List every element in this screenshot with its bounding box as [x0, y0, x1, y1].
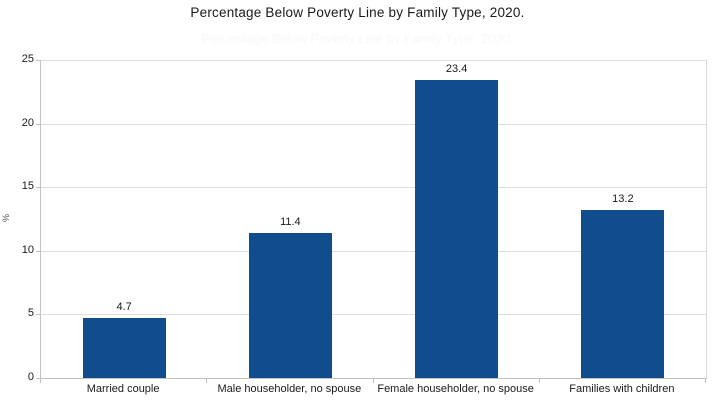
y-axis-tick — [36, 60, 40, 61]
gridline — [41, 123, 706, 125]
y-tick-label: 25 — [21, 53, 34, 65]
y-tick-label: 5 — [27, 307, 34, 320]
x-axis-tick — [372, 379, 374, 383]
bar-slot: 11.4 — [207, 60, 373, 378]
gridline — [41, 60, 706, 61]
plot-area: 4.7 11.4 23.4 13.2 — [40, 60, 707, 379]
y-tick-label: 15 — [21, 180, 34, 193]
y-axis-tick — [36, 314, 40, 316]
x-category-label: Families with children — [569, 383, 675, 395]
gridline — [41, 187, 706, 189]
y-axis-title: % — [1, 214, 11, 223]
x-axis-tick — [40, 379, 41, 383]
gridline — [41, 250, 706, 252]
bar-value-label: 4.7 — [116, 301, 132, 314]
x-category-label: Married couple — [86, 383, 160, 395]
bar-value-label: 11.4 — [280, 215, 301, 228]
x-category-label: Female householder, no spouse — [377, 383, 534, 395]
bar — [248, 233, 332, 378]
bar-slot: 13.2 — [540, 60, 706, 378]
bar-value-label: 23.4 — [445, 63, 468, 76]
ghost-title-artifact: Percentage Below Poverty Line by Family … — [0, 31, 715, 46]
y-tick-label: 10 — [21, 243, 34, 256]
x-category-label: Male householder, no spouse — [217, 383, 362, 395]
y-axis-tick — [36, 187, 40, 189]
y-axis-tick — [36, 123, 40, 125]
gridline — [41, 314, 706, 316]
y-axis-tick — [36, 378, 40, 379]
y-tick-label: 0 — [27, 371, 34, 383]
bar — [415, 80, 499, 378]
bar-value-label: 13.2 — [612, 193, 634, 206]
y-axis-tick — [36, 250, 40, 252]
x-axis-tick — [206, 379, 208, 383]
y-tick-label: 20 — [21, 116, 34, 129]
chart-title: Percentage Below Poverty Line by Family … — [190, 5, 525, 20]
x-axis-tick — [538, 379, 540, 383]
x-axis-tick — [705, 379, 706, 383]
bar-slot: 23.4 — [374, 60, 540, 378]
bar — [581, 210, 665, 378]
bar — [82, 318, 166, 378]
bar-slot: 4.7 — [41, 60, 207, 378]
